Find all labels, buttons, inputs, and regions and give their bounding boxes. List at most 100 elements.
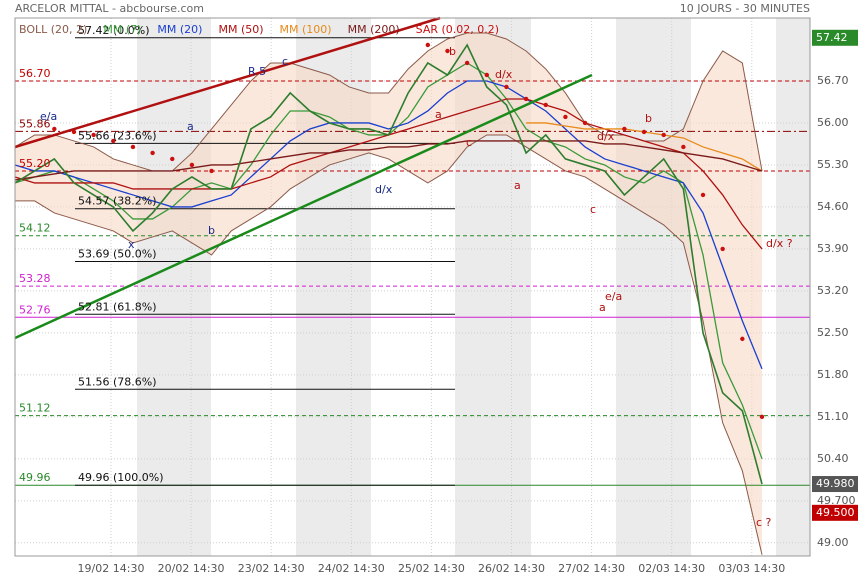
y-tick-label: 56.00 (817, 116, 849, 129)
trend-line (14, 16, 441, 149)
sar-dot (720, 246, 725, 252)
fib-label: 53.69 (50.0%) (78, 248, 157, 261)
sar-dot (150, 150, 155, 156)
level-label: 52.76 (19, 303, 51, 316)
sar-dot (740, 336, 745, 342)
layers (14, 18, 810, 556)
y-tick-label: 49.00 (817, 536, 849, 549)
x-tick-label: 03/03 14:30 (718, 562, 785, 575)
sar-dot (484, 72, 489, 78)
annotation: R 5 (248, 65, 266, 78)
y-tick-label: 51.80 (817, 368, 849, 381)
level-label: 51.12 (19, 402, 51, 415)
level-label: 56.70 (19, 67, 51, 80)
fib-label: 52.81 (61.8%) (78, 300, 157, 313)
price-tag-label: 49.980 (816, 477, 855, 490)
annotation: b (208, 224, 215, 237)
x-tick-label: 02/03 14:30 (638, 562, 705, 575)
legend-entry: MM (100) (280, 23, 332, 36)
x-tick-label: 19/02 14:30 (78, 562, 145, 575)
day-band (137, 18, 211, 556)
moving-average (14, 80, 763, 370)
annotation: a (435, 108, 442, 121)
sar-dot (445, 48, 450, 54)
sar-dot (661, 132, 666, 138)
sar-dot (622, 126, 627, 132)
day-band (616, 18, 691, 556)
legend-entry: MM (50) (218, 23, 263, 36)
annotation: e/a (40, 110, 57, 123)
fib-label: 49.96 (100.0%) (78, 471, 164, 484)
legend-entry: SAR (0.02, 0.2) (416, 23, 499, 36)
sar-dot (504, 84, 509, 90)
sar-dot (209, 168, 214, 174)
sar-dot (52, 126, 57, 132)
sar-dot (425, 42, 431, 48)
x-tick-label: 23/02 14:30 (238, 562, 305, 575)
price-tag-label: 57.42 (816, 31, 848, 44)
bollinger-lower (15, 134, 763, 555)
y-tick-label: 55.30 (817, 158, 849, 171)
sar-dot (759, 414, 765, 420)
level-label: 55.20 (19, 157, 51, 170)
x-tick-label: 26/02 14:30 (478, 562, 545, 575)
price-tag (812, 29, 858, 46)
sar-dot (464, 60, 470, 66)
legend-entry: BOLL (20, 2) (19, 23, 87, 36)
y-tick-label: 50.40 (817, 452, 849, 465)
sar-dot (170, 156, 175, 162)
sar-dot (71, 129, 77, 135)
level-label: 54.12 (19, 222, 51, 235)
level-label: 49.96 (19, 471, 51, 484)
annotation: c ? (756, 516, 772, 529)
x-tick-label: 25/02 14:30 (398, 562, 465, 575)
legend-entry: MM (200) (348, 23, 400, 36)
plot-frame (14, 17, 811, 557)
sar-dot (681, 144, 686, 150)
y-tick-label: 56.70 (817, 74, 849, 87)
y-tick-label: 49.700 (817, 494, 856, 507)
level-label: 55.86 (19, 117, 51, 130)
annotation: c (282, 55, 288, 68)
fib-label: 51.56 (78.6%) (78, 375, 157, 388)
moving-average (14, 140, 763, 181)
bollinger-fill (15, 32, 762, 555)
y-tick-label: 53.90 (817, 242, 849, 255)
level-label: 53.28 (19, 272, 51, 285)
price-line (14, 43, 763, 485)
day-band (776, 18, 810, 556)
annotation: d/x (375, 183, 393, 196)
annotation: x (128, 238, 135, 251)
x-tick-label: 20/02 14:30 (158, 562, 225, 575)
legend-entry: MM (7) (103, 23, 141, 36)
annotation: c (466, 136, 472, 149)
annotation: b (645, 112, 652, 125)
x-tick-label: 27/02 14:30 (558, 562, 625, 575)
price-tag (812, 504, 858, 521)
price-tag-label: 49.500 (816, 506, 855, 519)
annotation: e/a (605, 290, 622, 303)
sar-dot (543, 102, 548, 108)
y-tick-label: 54.60 (817, 200, 849, 213)
sar-dot (582, 120, 588, 126)
y-tick-label: 53.20 (817, 284, 849, 297)
annotation: d/x (495, 68, 513, 81)
annotation: a (599, 301, 606, 314)
annotation: a (514, 179, 521, 192)
sar-dot (563, 114, 568, 120)
sar-dot (189, 162, 195, 168)
fib-label: 54.57 (38.2%) (78, 195, 157, 208)
y-tick-label: 51.10 (817, 410, 849, 423)
fib-label: 57.42 (0.0%) (78, 24, 150, 37)
y-tick-label: 52.50 (817, 326, 849, 339)
annotation: d/x (597, 130, 615, 143)
annotation: c (590, 203, 596, 216)
sar-dot (523, 96, 529, 102)
chart-title: ARCELOR MITTAL - abcbourse.com (15, 2, 204, 15)
price-tag (812, 476, 858, 493)
sar-dot (130, 144, 136, 150)
sar-dot (91, 132, 96, 138)
sar-dot (700, 192, 706, 198)
fib-label: 55.66 (23.6%) (78, 129, 157, 142)
